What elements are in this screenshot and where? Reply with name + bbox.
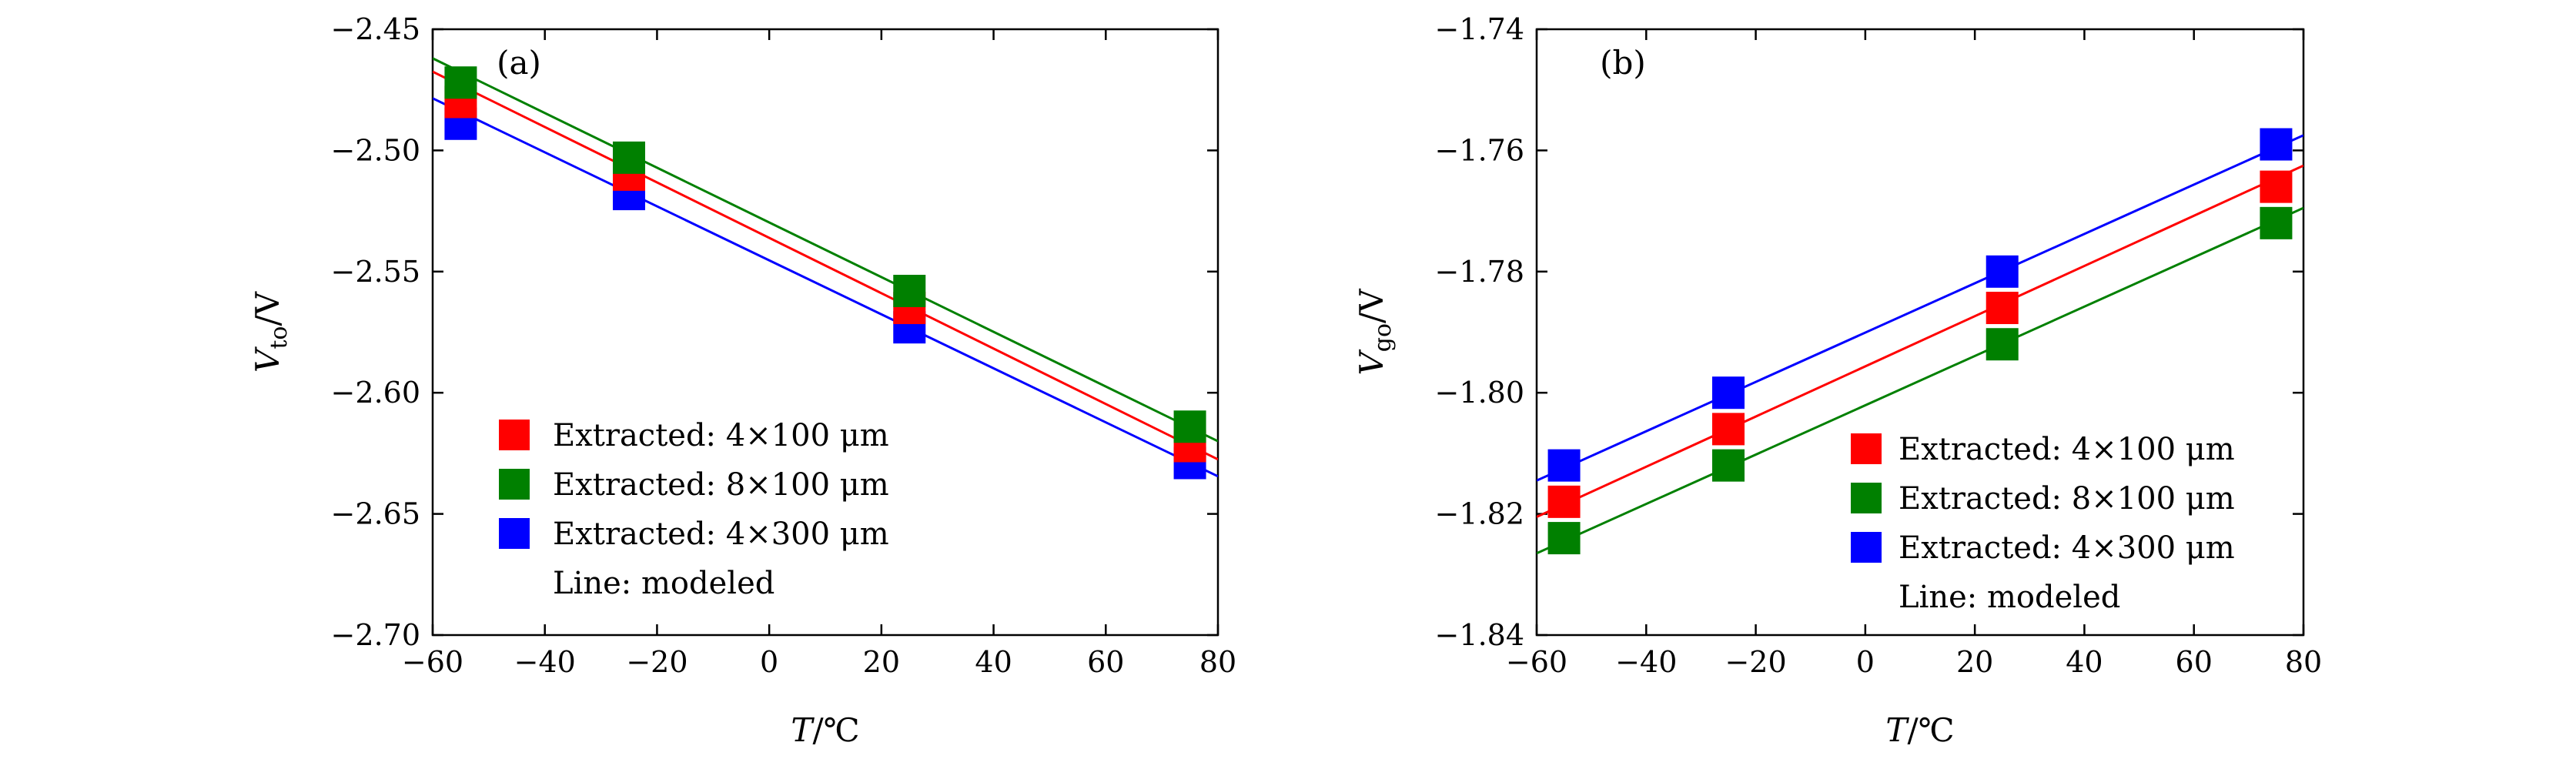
x-tick-label: 80 [1199,645,1236,679]
model-line-series-1 [433,70,1218,461]
y-axis-unit: /V [1353,289,1390,323]
data-point-series-2 [1547,522,1581,555]
data-point-series-2 [1986,328,2019,361]
x-tick-label: 20 [1956,645,1993,679]
x-tick-label: −40 [514,645,576,679]
x-axis-label: T/℃ [1885,711,1954,749]
data-point-series-1 [1986,292,2019,325]
x-tick-label: 0 [760,645,778,679]
y-axis-sub: go [1370,323,1397,352]
y-axis-sub: to [266,326,293,349]
data-point-series-1 [2260,170,2293,203]
model-line-series-1 [1537,164,2303,518]
x-axis-label: T/℃ [791,711,859,749]
x-axis-unit: /℃ [1907,711,1954,749]
model-line-series-2 [1537,206,2303,555]
legend-label-series-1: Extracted: 4×100 μm [1899,432,2235,467]
legend-note: Line: modeled [553,566,774,601]
legend-label-series-2: Extracted: 8×100 μm [553,467,889,503]
legend-label-series-3: Extracted: 4×300 μm [1899,530,2235,566]
legend-swatch-series-3 [1851,532,1882,563]
chart-panel-a: −60 −40 −20 0 20 40 60 80 −2.70 −2.65 −2.60 −2.55 −2… [249,12,1236,749]
y-axis-var: V [1353,349,1390,376]
data-point-series-1 [1712,413,1745,446]
y-tick-label: −2.65 [331,497,420,531]
x-tick-label: 60 [1087,645,1124,679]
data-point-series-3 [2260,128,2293,161]
legend-label-series-2: Extracted: 8×100 μm [1899,481,2235,517]
model-line-series-2 [433,57,1218,443]
x-axis-var: T [791,711,815,749]
legend: Extracted: 4×100 μm Extracted: 8×100 μm Ex… [499,418,889,601]
data-point-series-2 [613,141,645,174]
y-tick-label: −1.74 [1435,12,1524,46]
x-tick-label: 60 [2176,645,2213,679]
y-axis-var: V [249,346,286,373]
y-tick-label: −2.45 [331,12,420,46]
data-point-series-2 [893,274,926,307]
y-axis-label: Vto/V [249,291,293,373]
x-tick-label: 40 [2066,645,2103,679]
legend-label-series-3: Extracted: 4×300 μm [553,517,889,552]
x-tick-label: 80 [2285,645,2322,679]
data-point-series-2 [1712,449,1745,482]
y-tick-label: −2.70 [331,618,420,652]
legend-swatch-series-1 [499,420,530,450]
model-line-series-3 [433,97,1218,478]
x-tick-label: 0 [1856,645,1875,679]
data-point-series-2 [444,66,477,99]
x-tick-label: −60 [1506,645,1567,679]
model-line-series-3 [1537,134,2303,482]
plot-frame [1535,28,2305,637]
x-axis-unit: /℃ [812,711,859,749]
x-tick-label: −40 [1615,645,1677,679]
data-point-series-3 [1986,255,2019,288]
panel-label: (b) [1600,44,1646,82]
y-tick-label: −1.76 [1435,133,1524,167]
y-tick-label: −1.82 [1435,497,1524,531]
data-point-series-2 [1173,410,1206,443]
y-tick-label: −1.78 [1435,255,1524,289]
y-tick-label: −2.60 [331,376,420,410]
x-tick-label: −20 [1725,645,1786,679]
x-tick-label: 20 [863,645,900,679]
data-point-series-3 [1547,449,1581,482]
data-point-series-2 [2260,206,2293,239]
legend-swatch-series-1 [1851,433,1882,464]
y-axis-label: Vgo/V [1353,289,1397,376]
chart-panel-b: −60 −40 −20 0 20 40 60 80 −1.84 −1.82 −1.80 −1.78 −1… [1353,12,2322,749]
legend: Extracted: 4×100 μm Extracted: 8×100 μm Ex… [1851,432,2235,615]
x-tick-label: −20 [626,645,687,679]
x-axis-var: T [1885,711,1909,749]
panel-label: (a) [497,44,541,82]
y-tick-label: −1.80 [1435,376,1524,410]
legend-swatch-series-3 [499,518,530,549]
x-tick-label: 40 [975,645,1012,679]
legend-swatch-series-2 [1851,483,1882,513]
legend-swatch-series-2 [499,469,530,500]
data-point-series-1 [1547,485,1581,518]
legend-label-series-1: Extracted: 4×100 μm [553,418,889,453]
x-tick-label: −60 [402,645,463,679]
legend-note: Line: modeled [1899,580,2120,615]
plot-frame [431,28,1219,637]
y-tick-label: −2.50 [331,133,420,167]
y-tick-label: −2.55 [331,255,420,289]
data-point-series-3 [1712,376,1745,410]
y-tick-label: −1.84 [1435,618,1524,652]
y-axis-unit: /V [249,291,286,326]
